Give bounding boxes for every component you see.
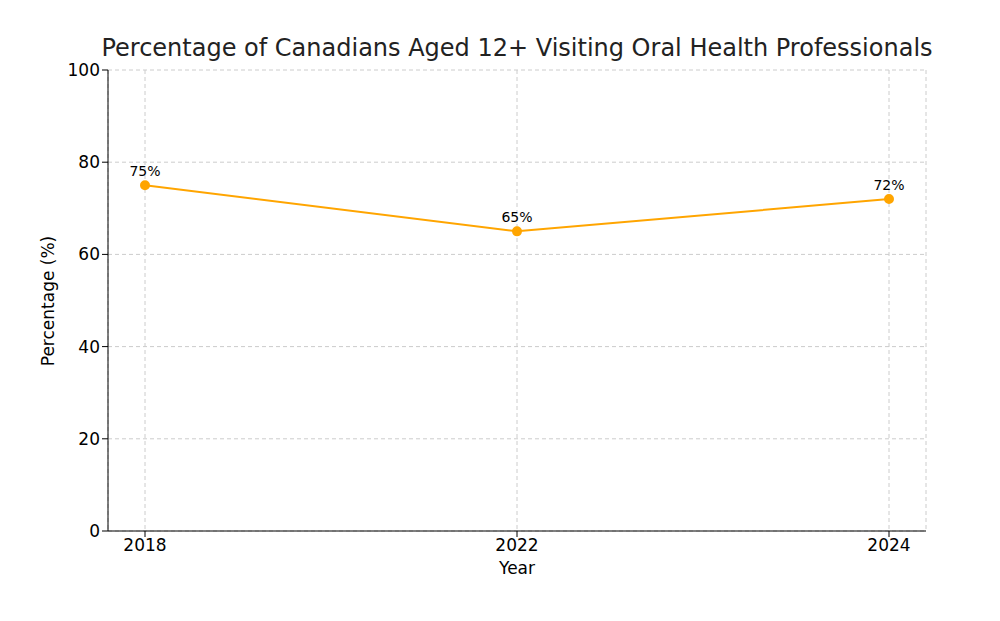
svg-text:2024: 2024 bbox=[867, 535, 910, 555]
svg-text:0: 0 bbox=[89, 521, 100, 541]
svg-text:20: 20 bbox=[78, 429, 100, 449]
svg-text:2018: 2018 bbox=[123, 535, 166, 555]
svg-text:75%: 75% bbox=[129, 163, 160, 179]
svg-text:2022: 2022 bbox=[495, 535, 538, 555]
svg-text:80: 80 bbox=[78, 152, 100, 172]
svg-text:65%: 65% bbox=[501, 209, 532, 225]
svg-text:72%: 72% bbox=[873, 177, 904, 193]
svg-text:40: 40 bbox=[78, 337, 100, 357]
html-text:Percentage (%): Percentage (%) bbox=[38, 235, 58, 366]
svg-text:60: 60 bbox=[78, 244, 100, 264]
svg-text:100: 100 bbox=[68, 60, 100, 80]
html-text:Year: Year bbox=[499, 558, 535, 578]
html-text:Percentage of Canadians Aged 1: Percentage of Canadians Aged 12+ Visitin… bbox=[101, 34, 933, 62]
